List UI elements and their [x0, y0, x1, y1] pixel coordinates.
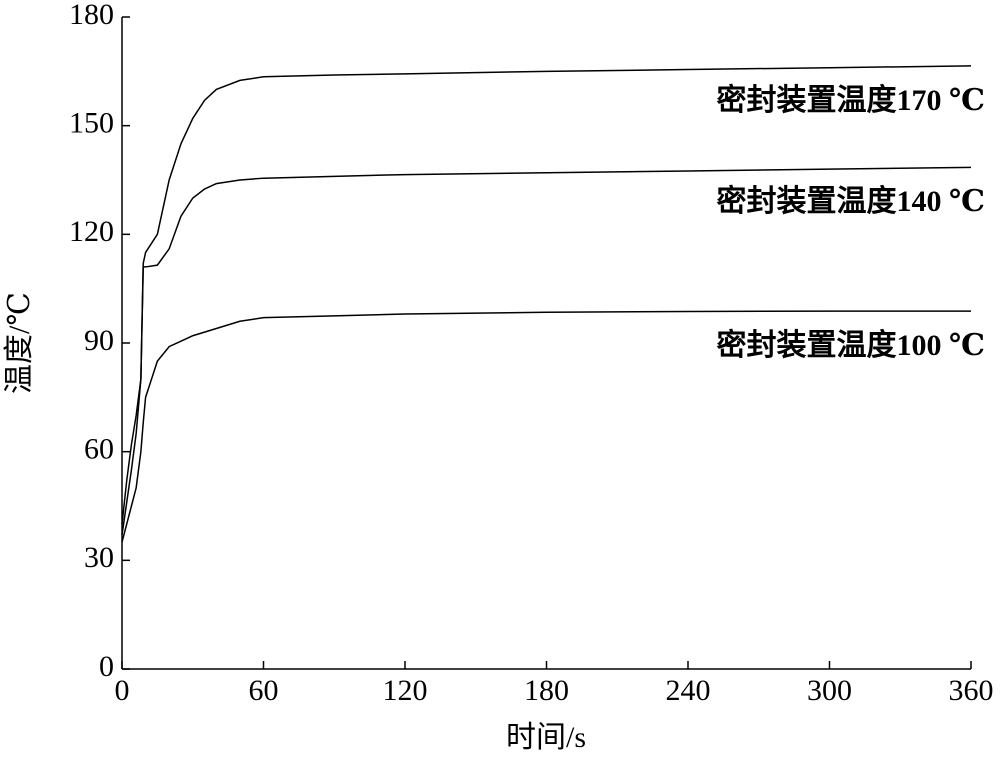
x-tick-label: 0 — [115, 674, 130, 707]
y-tick-label: 120 — [69, 215, 114, 248]
y-tick-label: 150 — [69, 107, 114, 140]
x-tick-label: 360 — [949, 674, 994, 707]
y-tick-label: 60 — [84, 433, 114, 466]
y-tick-label: 180 — [69, 0, 114, 31]
x-tick-label: 300 — [807, 674, 852, 707]
data-line — [121, 166, 972, 536]
y-tick-label: 0 — [99, 650, 114, 683]
x-tick-label: 120 — [383, 674, 428, 707]
y-tick-label: 30 — [84, 541, 114, 574]
y-axis-label: 温度/℃ — [3, 292, 36, 394]
x-tick-label: 180 — [524, 674, 569, 707]
x-tick-label: 60 — [249, 674, 279, 707]
x-axis-label: 时间/s — [506, 721, 586, 754]
series-label: 密封装置温度140 ℃ — [717, 184, 985, 218]
series-label: 密封装置温度170 ℃ — [717, 83, 985, 117]
data-line — [121, 65, 972, 525]
data-line — [121, 310, 971, 543]
y-tick-label: 90 — [84, 324, 114, 357]
series-label: 密封装置温度100 ℃ — [717, 328, 985, 362]
x-tick-label: 240 — [666, 674, 711, 707]
